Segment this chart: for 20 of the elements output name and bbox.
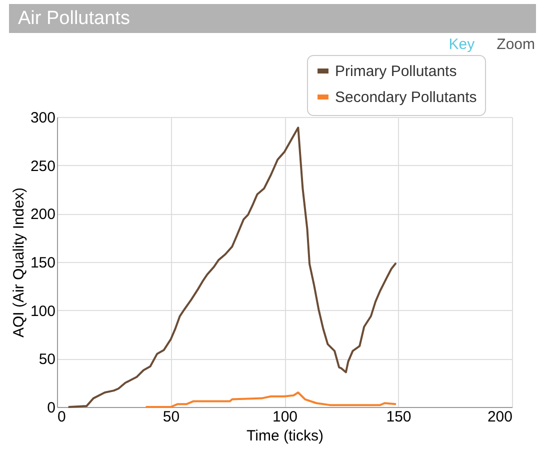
x-axis-title: Time (ticks) xyxy=(246,428,324,444)
x-tick-label: 200 xyxy=(487,408,512,426)
legend-label: Primary Pollutants xyxy=(335,63,457,80)
x-tick-label: 100 xyxy=(272,408,298,426)
legend-label: Secondary Pollutants xyxy=(335,89,477,106)
y-tick-label: 300 xyxy=(30,110,56,126)
x-tick-label: 150 xyxy=(386,408,412,426)
y-axis-title: AQI (Air Quality Index) xyxy=(10,187,28,338)
y-tick-label: 200 xyxy=(30,206,56,224)
y-tick-label: 100 xyxy=(30,302,56,320)
x-tick-label: 0 xyxy=(58,408,66,426)
y-tick-label: 50 xyxy=(38,351,56,368)
line-series xyxy=(144,392,397,408)
text: Zoom xyxy=(496,36,535,53)
line-series xyxy=(67,126,397,408)
y-tick-label: 150 xyxy=(30,254,56,272)
y-tick-label: 250 xyxy=(30,158,56,175)
x-tick-label: 50 xyxy=(162,408,180,426)
chart-title: Air Pollutants xyxy=(9,4,536,33)
text: Key xyxy=(448,36,475,53)
